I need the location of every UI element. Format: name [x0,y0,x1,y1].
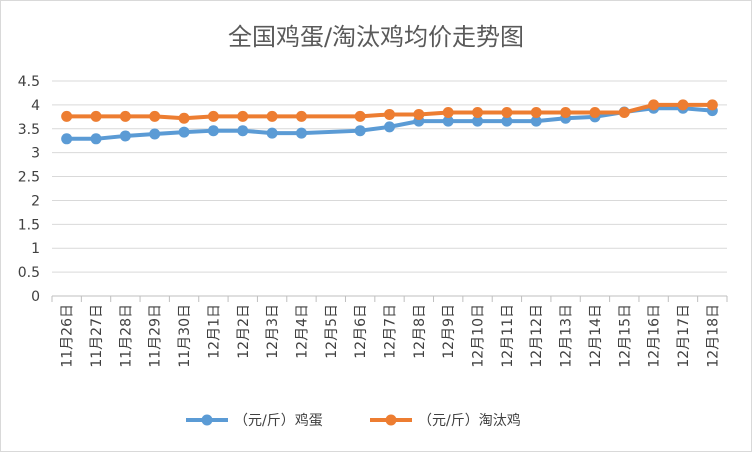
x-tick-label: 12月8日 [412,304,428,359]
y-tick-label: 4.5 [18,74,40,90]
x-tick-label: 12月16日 [647,304,663,368]
data-point [295,127,307,139]
legend: （元/斤）鸡蛋 （元/斤）淘汰鸡 [186,412,521,429]
data-point [90,110,102,122]
data-point [149,110,161,122]
x-tick-label: 12月15日 [617,304,633,368]
x-tick-label: 12月17日 [676,304,692,368]
data-point [442,107,454,119]
data-point [354,125,366,137]
data-point [207,110,219,122]
data-point [530,107,542,119]
data-point [589,107,601,119]
y-tick-label: 0.5 [18,265,40,281]
x-tick-label: 11月26日 [60,304,76,368]
data-point [237,125,249,137]
data-point [149,128,161,140]
data-point [677,99,689,111]
data-point [413,108,425,120]
data-point [472,107,484,119]
legend-label: （元/斤）淘汰鸡 [418,412,521,429]
data-point [472,115,484,127]
data-point [178,126,190,138]
x-tick-label: 12月13日 [559,304,575,368]
legend-label: （元/斤）鸡蛋 [234,412,323,429]
data-point [119,130,131,142]
x-tick-label: 12月3日 [265,304,281,359]
data-point [178,112,190,124]
x-tick-label: 12月10日 [471,304,487,368]
y-tick-label: 3 [31,146,40,162]
x-tick-label: 12月11日 [500,304,516,368]
chart-title: 全国鸡蛋/淘汰鸡均价走势图 [228,23,524,51]
data-point [266,127,278,139]
y-tick-label: 0 [31,289,40,305]
legend-swatch-marker [201,414,213,426]
data-point [618,107,630,119]
y-tick-label: 1 [31,241,40,257]
y-tick-label: 3.5 [18,122,40,138]
data-point [90,133,102,145]
x-axis-ticks: 11月26日 11月27日 11月28日 11月29日 11月30日 12月1日 12月2日… [51,295,728,368]
data-point [501,107,513,119]
data-point [61,133,73,145]
data-point [61,110,73,122]
legend-swatch-marker [385,414,397,426]
data-point [237,110,249,122]
y-tick-label: 4 [31,98,40,114]
x-tick-label: 11月28日 [118,304,134,368]
x-tick-label: 12月2日 [236,304,252,359]
x-tick-label: 12月9日 [441,304,457,359]
data-point [560,107,572,119]
x-tick-label: 12月18日 [705,304,721,368]
data-point [442,115,454,127]
y-tick-label: 1.5 [18,217,40,233]
x-tick-label: 12月14日 [588,304,604,368]
data-point [295,110,307,122]
series-group [61,99,718,145]
data-point [648,99,660,111]
data-point [266,110,278,122]
x-tick-label: 12月6日 [353,304,369,359]
data-point [354,110,366,122]
y-axis-ticks: 0 0.5 1 1.5 2 2.5 3 3.5 4 4.5 [18,74,40,305]
x-tick-label: 11月30日 [177,304,193,368]
data-point [384,108,395,120]
data-point [119,110,131,122]
data-point [530,115,542,127]
series-line-1 [66,102,713,121]
y-tick-label: 2.5 [18,170,40,186]
data-point [501,115,513,127]
x-tick-label: 12月4日 [294,304,310,359]
x-tick-label: 11月29日 [148,304,164,368]
data-point [384,121,395,133]
x-tick-label: 12月12日 [529,304,545,368]
x-tick-label: 12月7日 [383,304,399,359]
x-tick-label: 12月1日 [206,304,222,359]
data-point [207,125,219,137]
x-tick-label: 11月27日 [89,304,105,368]
x-tick-label: 12月5日 [324,304,340,359]
data-point [706,99,718,111]
y-tick-label: 2 [31,193,40,209]
